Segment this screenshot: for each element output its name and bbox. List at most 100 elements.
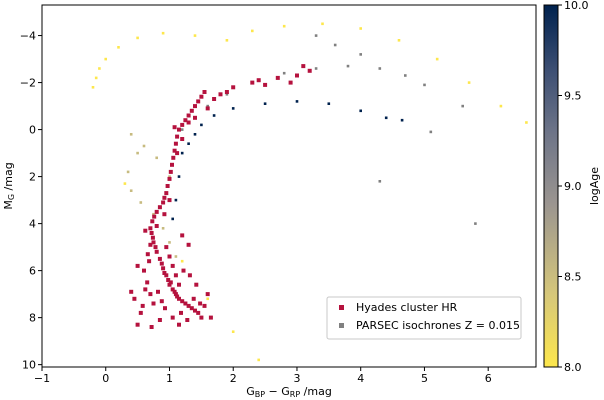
hyades-star-point	[177, 127, 181, 132]
hyades-star-point	[148, 292, 153, 297]
colorbar-tick-label: 8.0	[564, 361, 582, 374]
isochrone-point	[94, 76, 98, 80]
hyades-star-point	[149, 231, 154, 235]
legend-label-parsec: PARSEC isochrones Z = 0.015	[356, 319, 520, 332]
isochrone-tracks	[91, 22, 528, 362]
isochrone-point	[346, 64, 350, 68]
isochrone-point	[168, 241, 171, 244]
isochrone-point	[282, 71, 286, 75]
hyades-star-point	[162, 195, 167, 200]
hyades-star-point	[148, 242, 153, 247]
hyades-star-point	[167, 282, 172, 287]
colorbar-ticks: 8.0 8.5 9.0 9.5 10.0	[558, 0, 589, 374]
hyades-star-point	[231, 85, 236, 90]
hyades-star-point	[135, 263, 140, 268]
y-tick-label: 6	[29, 265, 36, 278]
hyades-star-point	[199, 315, 204, 320]
isochrone-point	[152, 212, 155, 216]
hyades-star-point	[164, 273, 169, 278]
isochrone-point	[117, 46, 120, 49]
hyades-star-point	[151, 301, 156, 306]
hyades-star-point	[172, 289, 177, 294]
y-tick-label: 4	[29, 218, 36, 231]
legend: Hyades cluster HR PARSEC isochrones Z = …	[326, 296, 522, 340]
legend-label-hyades: Hyades cluster HR	[356, 301, 458, 314]
hyades-star-point	[148, 226, 153, 231]
y-tick-label: 0	[29, 124, 36, 137]
isochrone-point	[104, 57, 107, 61]
isochrone-point	[327, 102, 331, 105]
hyades-star-point	[170, 162, 174, 167]
y-axis-ticks: −4 −2 0 2 4 6 8 10	[20, 30, 42, 372]
isochrone-point	[282, 24, 286, 28]
hyades-star-point	[154, 209, 159, 214]
hyades-star-point	[163, 306, 167, 311]
hyades-star-point	[161, 200, 166, 205]
hyades-star-point	[162, 271, 167, 275]
hyades-star-point	[183, 301, 188, 306]
isochrone-point	[193, 34, 197, 37]
colorbar-label: logAge	[588, 167, 601, 205]
hyades-star-point	[212, 97, 217, 101]
isochrone-point	[231, 107, 235, 110]
hyades-star-point	[177, 296, 181, 301]
hyades-star-point	[140, 303, 145, 308]
isochrone-point	[180, 259, 184, 263]
isochrone-point	[359, 27, 362, 30]
colorbar-tick-label: 10.0	[564, 0, 589, 12]
hyades-star-point	[147, 259, 152, 264]
legend-box	[326, 296, 522, 340]
isochrone-point	[180, 128, 184, 131]
hyades-star-point	[295, 73, 299, 78]
isochrone-point	[404, 74, 407, 77]
hyades-star-point	[161, 266, 166, 271]
hyades-star-point	[193, 104, 197, 109]
hyades-star-point	[157, 256, 162, 261]
hyades-star-point	[162, 212, 167, 217]
hyades-star-point	[193, 308, 197, 313]
x-tick-label: 6	[485, 372, 492, 385]
hyades-star-point	[157, 205, 162, 210]
hyades-star-point	[170, 287, 175, 292]
isochrone-point	[263, 102, 267, 105]
isochrone-point	[139, 201, 143, 204]
isochrone-point	[155, 156, 158, 160]
hyades-star-point	[152, 214, 157, 219]
isochrone-point	[168, 175, 171, 178]
isochrone-point	[161, 227, 165, 230]
hyades-star-point	[175, 294, 180, 299]
hyades-star-point	[224, 90, 229, 94]
isochrone-point	[206, 104, 209, 108]
x-tick-label: 3	[293, 372, 300, 385]
isochrone-point	[295, 100, 299, 103]
hyades-star-point	[181, 268, 186, 273]
colorbar-tick-label: 9.5	[564, 90, 582, 103]
hyades-star-point	[208, 315, 213, 320]
isochrone-point	[384, 116, 388, 120]
x-tick-label: 2	[230, 372, 237, 385]
hyades-star-point	[145, 280, 150, 285]
x-tick-label: 4	[357, 372, 364, 385]
hyades-star-point	[263, 82, 268, 87]
isochrone-point	[400, 118, 404, 122]
isochrone-point	[193, 133, 197, 136]
hyades-star-point	[153, 245, 158, 250]
isochrone-point	[136, 36, 139, 40]
legend-marker-hyades	[339, 305, 344, 310]
x-tick-label: 5	[421, 372, 428, 385]
isochrone-point	[174, 198, 178, 202]
hyades-star-point	[307, 68, 312, 73]
hyades-star-point	[183, 118, 188, 123]
hyades-star-point	[218, 92, 223, 97]
isochrone-point	[429, 130, 433, 134]
hyades-star-point	[132, 296, 137, 301]
hyades-star-point	[189, 306, 194, 311]
hyades-star-point	[150, 219, 155, 224]
isochrone-point	[206, 297, 209, 301]
hyades-star-point	[154, 224, 159, 228]
x-tick-label: 0	[102, 372, 109, 385]
hyades-star-point	[151, 240, 156, 245]
cluster-points	[129, 64, 312, 329]
hyades-star-point	[175, 134, 180, 139]
